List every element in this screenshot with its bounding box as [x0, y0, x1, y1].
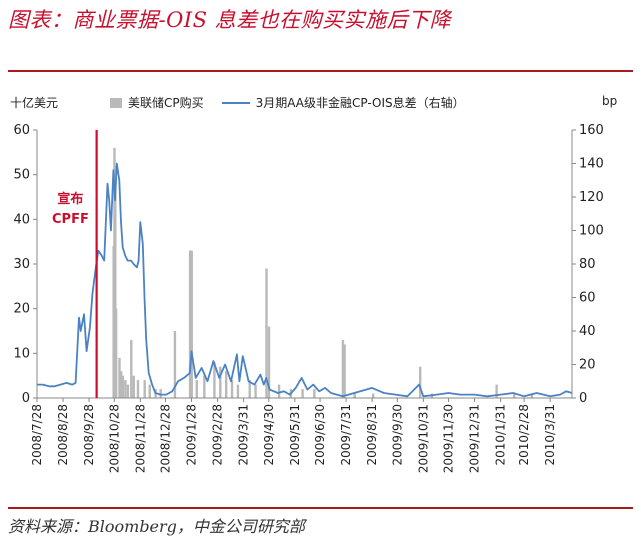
bar	[126, 384, 130, 398]
x-tick-label: 2009/9/30	[390, 404, 404, 466]
bar	[188, 250, 192, 398]
bar	[190, 250, 193, 398]
bar-series	[112, 147, 534, 398]
x-tick-label: 2009/10/31	[416, 404, 430, 473]
bar	[277, 384, 281, 398]
left-tick-label: 50	[13, 168, 30, 183]
x-tick-label: 2009/8/31	[365, 404, 379, 466]
x-tick-label: 2009/12/31	[468, 404, 482, 473]
x-tick-label: 2010/3/31	[543, 404, 557, 466]
left-tick-label: 30	[13, 257, 30, 272]
bar	[371, 393, 375, 398]
bar	[341, 339, 345, 398]
right-tick-label: 40	[579, 324, 596, 339]
figure-title: 图表：商业票据-OIS 息差也在购买实施后下降	[8, 8, 452, 32]
legend-line-label: 3月期AA级非金融CP-OIS息差（右轴）	[255, 96, 465, 110]
bar	[159, 389, 162, 398]
right-tick-label: 20	[579, 358, 596, 373]
left-tick-label: 40	[13, 212, 30, 227]
bar	[118, 357, 121, 398]
bar	[119, 371, 123, 398]
x-tick-label: 2008/10/28	[107, 404, 121, 473]
x-tick-label: 2009/11/30	[442, 404, 456, 473]
x-tick-label: 2008/12/28	[159, 404, 173, 473]
legend-bar-label: 美联储CP购买	[128, 96, 204, 110]
right-tick-label: 120	[579, 190, 604, 205]
x-tick-label: 2008/8/28	[56, 404, 70, 466]
right-tick-label: 100	[579, 224, 604, 239]
bar	[254, 384, 257, 398]
legend-line-swatch	[221, 101, 250, 104]
left-tick-label: 0	[22, 391, 30, 406]
x-tick-label: 2009/4/30	[262, 404, 276, 466]
bar	[114, 165, 117, 398]
spread-line	[37, 162, 573, 398]
right-tick-label: 60	[579, 291, 596, 306]
right-tick-label: 80	[579, 257, 596, 272]
x-tick-label: 2010/1/31	[494, 404, 508, 466]
right-tick-label: 140	[579, 157, 604, 172]
left-tick-label: 10	[13, 346, 30, 361]
x-tick-label: 2009/1/28	[185, 404, 199, 466]
left-tick-label: 60	[13, 123, 30, 138]
bar	[513, 393, 516, 398]
x-tick-label: 2009/6/30	[313, 404, 327, 466]
bar	[313, 389, 316, 398]
bar	[343, 344, 346, 398]
annotation-line-1: 宣布	[57, 192, 84, 207]
right-tick-label: 0	[579, 391, 587, 406]
legend-bar-swatch	[110, 97, 122, 108]
left-tick-label: 20	[13, 302, 30, 317]
x-tick-label: 2009/3/31	[237, 404, 251, 466]
bar	[495, 384, 498, 398]
bar	[136, 380, 140, 398]
bar	[236, 384, 240, 398]
bar	[124, 380, 127, 398]
bar	[230, 380, 234, 398]
bar	[224, 371, 228, 398]
right-axis-unit: bp	[602, 94, 618, 108]
line-series	[37, 162, 573, 398]
bar	[132, 375, 135, 398]
bar	[219, 366, 222, 398]
annotation-line-2: CPFF	[52, 212, 89, 227]
bar	[530, 393, 534, 398]
bar	[195, 380, 198, 398]
bar	[114, 308, 118, 398]
bar	[418, 366, 422, 398]
x-tick-label: 2010/2/28	[517, 404, 531, 466]
x-tick-label: 2008/9/28	[82, 404, 96, 466]
bar	[203, 375, 206, 398]
x-tick-label: 2009/2/28	[211, 404, 225, 466]
left-axis-unit: 十亿美元	[10, 96, 59, 110]
chart-legend: 美联储CP购买 3月期AA级非金融CP-OIS息差（右轴）	[110, 94, 465, 111]
source-note: 资料来源：Bloomberg，中金公司研究部	[8, 517, 305, 536]
footer-rule	[8, 507, 633, 509]
x-tick-label: 2008/11/28	[133, 404, 147, 473]
bar	[173, 331, 177, 398]
x-tick-label: 2008/7/28	[30, 404, 44, 466]
bar	[213, 362, 216, 398]
bar	[265, 268, 268, 398]
bar	[148, 384, 151, 398]
x-tick-label: 2009/7/31	[339, 404, 353, 466]
bar	[121, 375, 125, 398]
bar	[248, 380, 251, 398]
cpff-annotation: 宣布 CPFF	[52, 190, 89, 230]
x-tick-label: 2009/5/31	[288, 404, 302, 466]
bar	[143, 380, 146, 398]
bar	[130, 339, 133, 398]
bar	[267, 326, 271, 398]
axes: 0 10 20 30 40 50 60 0 20 40 60 80 100 120 140 160 2008/7…	[13, 123, 603, 473]
bar	[353, 393, 356, 398]
header-rule	[8, 70, 633, 72]
right-tick-label: 160	[579, 123, 604, 138]
bar	[301, 389, 304, 398]
